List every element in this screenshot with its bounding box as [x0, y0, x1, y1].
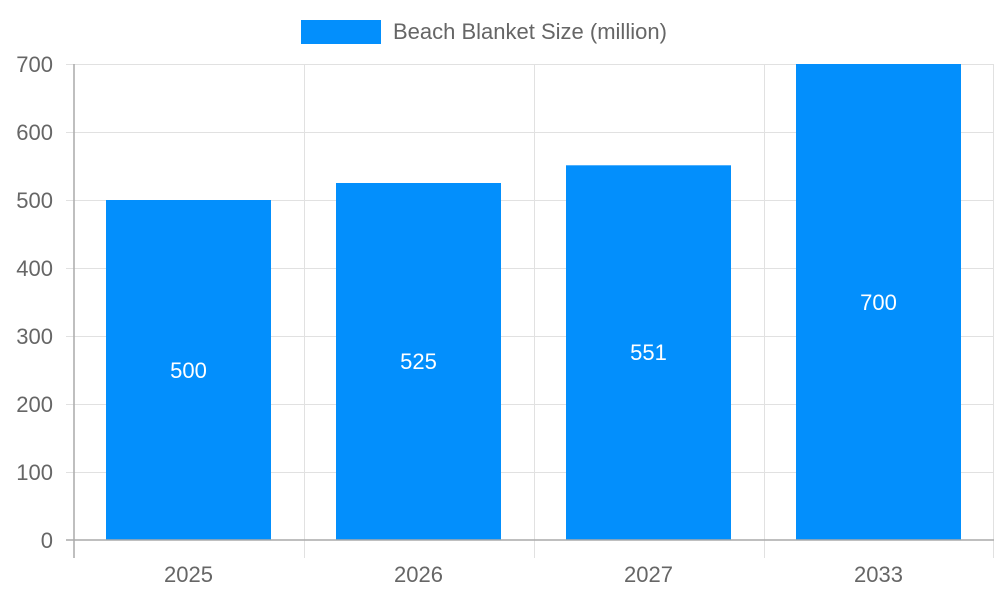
- y-tick: 700: [16, 52, 53, 77]
- data-label: 700: [860, 290, 897, 315]
- y-tick: 600: [16, 120, 53, 145]
- bar-2025[interactable]: [106, 200, 271, 540]
- y-tick: 0: [41, 528, 53, 553]
- x-tick: 2025: [164, 562, 213, 587]
- bar-2033[interactable]: [796, 64, 961, 540]
- axes: [66, 64, 994, 558]
- y-tick: 500: [16, 188, 53, 213]
- y-tick: 200: [16, 392, 53, 417]
- y-tick: 400: [16, 256, 53, 281]
- legend-label: Beach Blanket Size (million): [393, 19, 667, 44]
- x-tick: 2026: [394, 562, 443, 587]
- x-tick: 2027: [624, 562, 673, 587]
- data-label: 551: [630, 340, 667, 365]
- bar-2027[interactable]: [566, 165, 731, 541]
- x-axis-labels: 2025 2026 2027 2033: [164, 562, 903, 587]
- legend-swatch: [301, 20, 381, 44]
- data-labels: 500 525 551 700: [170, 290, 897, 383]
- y-tick: 300: [16, 324, 53, 349]
- bar-2026[interactable]: [336, 183, 501, 540]
- x-tick: 2033: [854, 562, 903, 587]
- data-label: 525: [400, 349, 437, 374]
- bars: [106, 64, 961, 541]
- data-label: 500: [170, 358, 207, 383]
- y-axis-labels: 0 100 200 300 400 500 600 700: [16, 52, 53, 553]
- y-tick: 100: [16, 460, 53, 485]
- chart-legend[interactable]: Beach Blanket Size (million): [301, 19, 667, 45]
